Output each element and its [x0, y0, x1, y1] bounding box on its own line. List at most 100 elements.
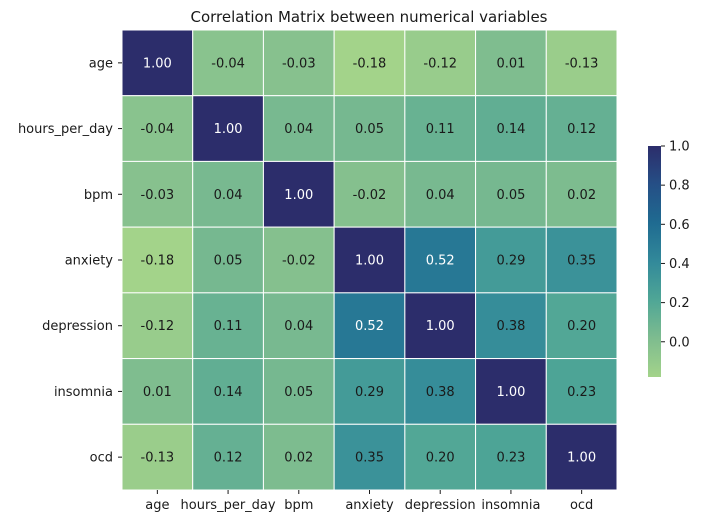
x-tick-label: hours_per_day	[181, 498, 276, 513]
cell-value-label: 0.01	[143, 385, 172, 400]
cell-value-label: 0.01	[496, 56, 525, 71]
colorbar-tick-label: 0.8	[669, 179, 690, 194]
cell-value-label: 0.04	[214, 188, 243, 203]
x-tick-labels: age hours_per_day bpm anxiety depression inso…	[145, 490, 593, 513]
cell-value-label: -0.04	[141, 122, 175, 137]
y-tick-label: depression	[42, 319, 113, 334]
heatmap-cell	[262, 358, 335, 425]
cell-value-label: -0.02	[353, 188, 387, 203]
cell-value-label: -0.18	[141, 254, 175, 269]
colorbar: 1.0 0.8 0.6 0.4 0.2 0.0	[648, 140, 690, 377]
cell-value-label: 0.11	[214, 319, 243, 334]
heatmap-cell	[262, 95, 335, 162]
heatmap-cell	[333, 160, 406, 228]
colorbar-tick-label: 1.0	[669, 140, 690, 155]
cell-value-label: -0.03	[282, 56, 316, 71]
colorbar-tick-label: 0.2	[669, 296, 690, 311]
cell-value-label: 0.04	[426, 188, 455, 203]
cell-value-label: -0.13	[141, 451, 175, 466]
cell-value-label: 1.00	[496, 385, 525, 400]
cell-value-label: -0.12	[141, 319, 175, 334]
cell-value-label: 1.00	[214, 122, 243, 137]
y-tick-label: bpm	[84, 188, 113, 203]
colorbar-tick-label: 0.6	[669, 218, 690, 233]
cell-value-label: 0.05	[355, 122, 384, 137]
cell-value-label: 0.35	[355, 451, 384, 466]
heatmap-cell	[262, 292, 335, 360]
heatmap-cell	[475, 423, 547, 491]
heatmap-cell	[545, 160, 618, 228]
heatmap-cell	[475, 226, 547, 294]
heatmap-cell	[121, 292, 194, 360]
heatmap-cell	[404, 95, 477, 162]
cell-value-label: 1.00	[567, 451, 596, 466]
heatmap-cell	[545, 226, 618, 294]
cell-value-label: 0.11	[426, 122, 455, 137]
heatmap-cell	[545, 358, 618, 425]
heatmap-cell	[262, 160, 335, 228]
heatmap-cell	[475, 29, 547, 97]
cell-value-label: 0.14	[496, 122, 525, 137]
heatmap-cell	[121, 29, 194, 97]
cell-value-label: 0.23	[496, 451, 525, 466]
heatmap-cells: 1.00 -0.04 -0.03 -0.18 -0.12 0.01 -0.13 -0.04 1.…	[121, 29, 618, 491]
cell-value-label: 0.20	[567, 319, 596, 334]
heatmap-cell	[333, 423, 406, 491]
cell-value-label: -0.13	[565, 56, 599, 71]
heatmap-cell	[404, 358, 477, 425]
cell-value-label: 0.20	[426, 451, 455, 466]
cell-value-label: 1.00	[355, 254, 384, 269]
cell-value-label: 1.00	[143, 56, 172, 71]
cell-value-label: 0.02	[567, 188, 596, 203]
heatmap-cell	[121, 358, 194, 425]
cell-value-label: 0.23	[567, 385, 596, 400]
x-tick-label: depression	[405, 498, 476, 513]
cell-value-label: -0.02	[282, 254, 316, 269]
cell-value-label: 1.00	[426, 319, 455, 334]
heatmap-cell	[475, 160, 547, 228]
y-tick-label: age	[89, 56, 113, 71]
colorbar-tick-label: 0.0	[669, 335, 690, 350]
heatmap-cell	[404, 160, 477, 228]
y-tick-label: hours_per_day	[18, 122, 113, 137]
cell-value-label: -0.12	[423, 56, 457, 71]
cell-value-label: 0.02	[284, 451, 313, 466]
heatmap-cell	[404, 423, 477, 491]
cell-value-label: 0.38	[496, 319, 525, 334]
y-tick-label: anxiety	[65, 254, 114, 269]
heatmap-cell	[192, 29, 264, 97]
heatmap-cell	[192, 226, 264, 294]
heatmap-cell	[333, 226, 406, 294]
cell-value-label: -0.04	[211, 56, 245, 71]
cell-value-label: 0.04	[284, 319, 313, 334]
x-tick-label: ocd	[570, 498, 593, 513]
y-tick-label: ocd	[90, 451, 113, 466]
heatmap-cell	[121, 423, 194, 491]
y-tick-label: insomnia	[54, 385, 113, 400]
cell-value-label: 0.05	[496, 188, 525, 203]
heatmap-cell	[192, 160, 264, 228]
cell-value-label: 0.05	[284, 385, 313, 400]
cell-value-label: 1.00	[284, 188, 313, 203]
heatmap-cell	[192, 358, 264, 425]
cell-value-label: 0.52	[426, 254, 455, 269]
cell-value-label: 0.04	[284, 122, 313, 137]
colorbar-tick-label: 0.4	[669, 257, 690, 272]
cell-value-label: -0.03	[141, 188, 175, 203]
heatmap-cell	[333, 29, 406, 97]
heatmap-cell	[121, 226, 194, 294]
x-tick-label: bpm	[284, 498, 313, 513]
cell-value-label: 0.12	[567, 122, 596, 137]
x-tick-label: age	[145, 498, 169, 513]
chart-title: Correlation Matrix between numerical var…	[191, 8, 548, 26]
colorbar-gradient	[648, 146, 661, 377]
cell-value-label: 0.38	[426, 385, 455, 400]
heatmap-cell	[262, 29, 335, 97]
heatmap-cell	[545, 423, 618, 491]
heatmap-cell	[333, 358, 406, 425]
cell-value-label: 0.14	[214, 385, 243, 400]
cell-value-label: 0.05	[214, 254, 243, 269]
x-tick-label: anxiety	[345, 498, 394, 513]
